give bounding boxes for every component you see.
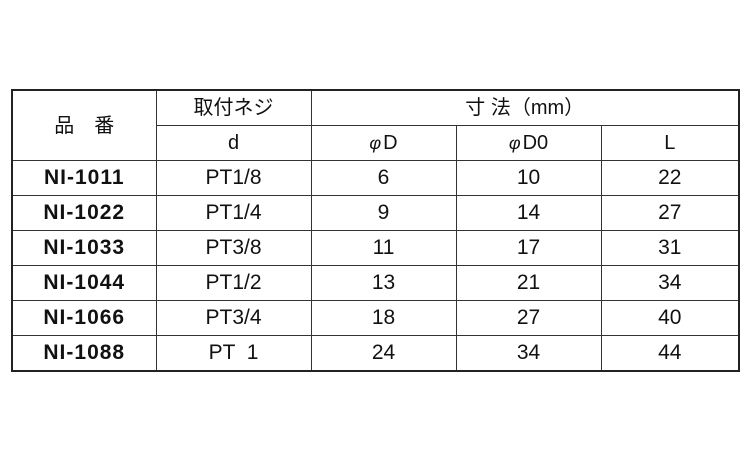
- thread-cell: PT3/8: [155, 230, 312, 266]
- l-cell: 27: [600, 195, 740, 231]
- l-cell: 40: [600, 300, 740, 336]
- d-cell: 11: [310, 230, 457, 266]
- part-number-cell: NI-1044: [11, 265, 157, 301]
- phi-symbol: φ: [508, 133, 521, 153]
- d-cell: 24: [310, 335, 457, 372]
- part-number-cell: NI-1033: [11, 230, 157, 266]
- thread-cell: PT1/4: [155, 195, 312, 231]
- d0-cell: 10: [455, 160, 602, 196]
- table-row: NI-1088 PT 1 24 34 44: [11, 335, 740, 372]
- l-cell: 31: [600, 230, 740, 266]
- table-row: NI-1022 PT1/4 9 14 27: [11, 195, 740, 231]
- thread-cell: PT 1: [155, 335, 312, 372]
- table-row: NI-1066 PT3/4 18 27 40: [11, 300, 740, 336]
- header-part-number: 品 番: [11, 89, 157, 161]
- d0-cell: 21: [455, 265, 602, 301]
- d0-cell: 27: [455, 300, 602, 336]
- l-cell: 34: [600, 265, 740, 301]
- l-cell: 44: [600, 335, 740, 372]
- part-number-cell: NI-1066: [11, 300, 157, 336]
- l-cell: 22: [600, 160, 740, 196]
- thread-cell: PT3/4: [155, 300, 312, 336]
- header-row-1: 品 番 取付ネジ 寸 法（mm）: [11, 89, 740, 161]
- header-d: d: [155, 125, 312, 161]
- part-number-cell: NI-1022: [11, 195, 157, 231]
- part-number-cell: NI-1088: [11, 335, 157, 372]
- thread-cell: PT1/8: [155, 160, 312, 196]
- d0-cell: 17: [455, 230, 602, 266]
- d-cell: 13: [310, 265, 457, 301]
- d0-cell: 34: [455, 335, 602, 372]
- part-number-cell: NI-1011: [11, 160, 157, 196]
- d0-cell: 14: [455, 195, 602, 231]
- header-D0-label: D0: [522, 132, 549, 154]
- table-row: NI-1033 PT3/8 11 17 31: [11, 230, 740, 266]
- thread-cell: PT1/2: [155, 265, 312, 301]
- header-D-label: D: [383, 132, 398, 154]
- header-dimensions: 寸 法（mm）: [310, 89, 740, 126]
- header-thread: 取付ネジ: [155, 89, 312, 126]
- table-row: NI-1011 PT1/8 6 10 22: [11, 160, 740, 196]
- d-cell: 9: [310, 195, 457, 231]
- header-phi-d0: φ D0: [455, 125, 602, 161]
- d-cell: 6: [310, 160, 457, 196]
- table-row: NI-1044 PT1/2 13 21 34: [11, 265, 740, 301]
- header-l: L: [600, 125, 740, 161]
- phi-symbol: φ: [369, 133, 382, 153]
- d-cell: 18: [310, 300, 457, 336]
